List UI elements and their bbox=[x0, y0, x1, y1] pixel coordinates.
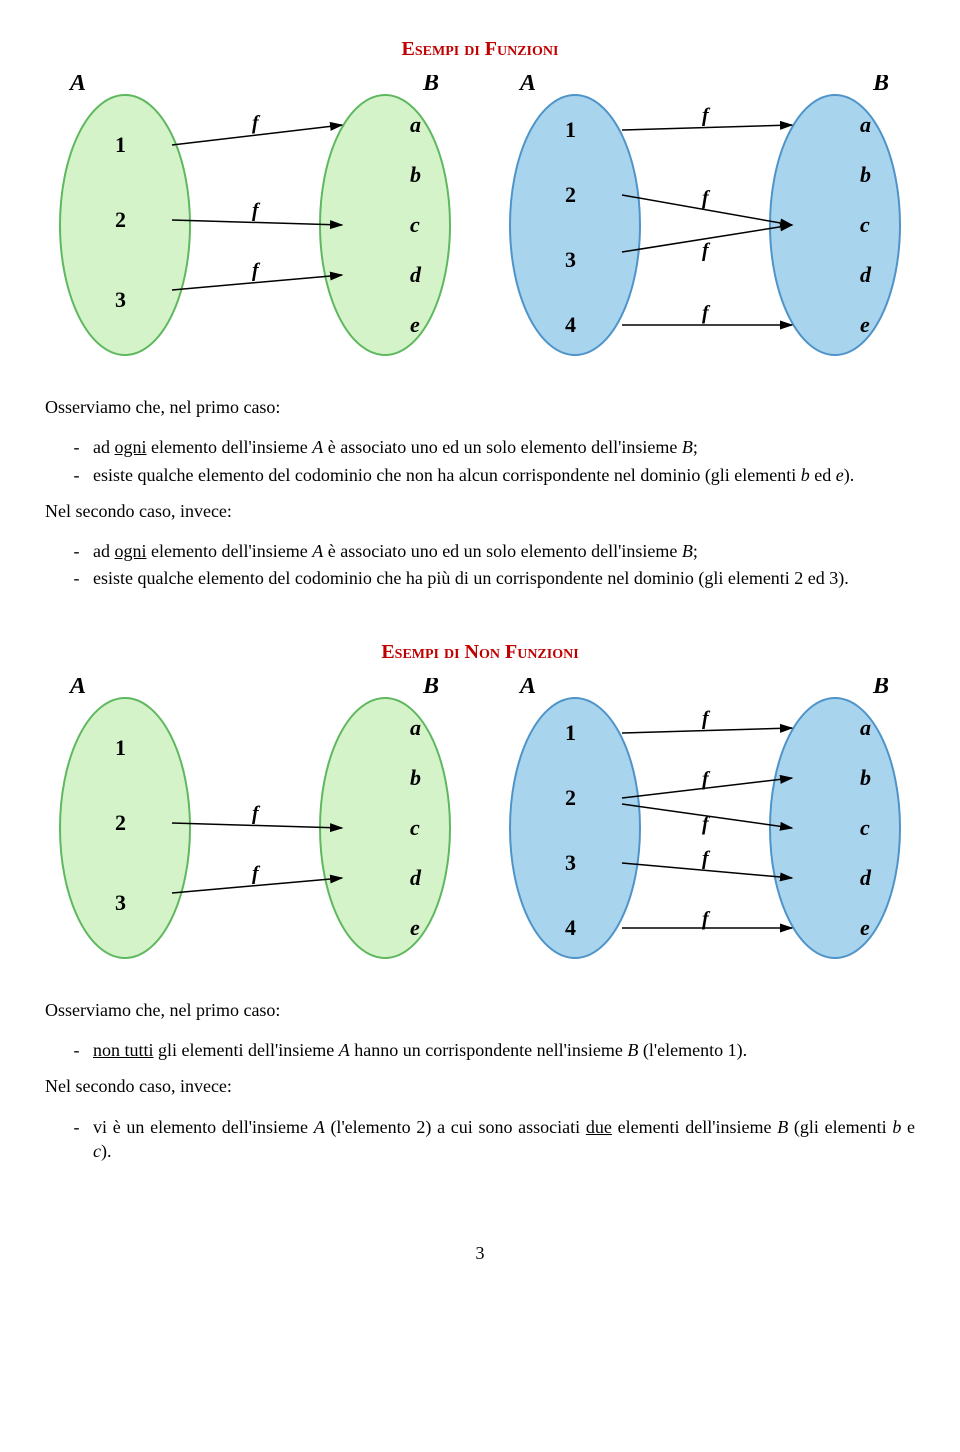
list-item: vi è un elemento dell'insieme A (l'eleme… bbox=[93, 1115, 915, 1164]
svg-text:a: a bbox=[860, 112, 871, 137]
svg-text:3: 3 bbox=[115, 890, 126, 915]
svg-text:1: 1 bbox=[565, 720, 576, 745]
svg-text:B: B bbox=[872, 75, 889, 96]
list-item: esiste qualche elemento del codominio ch… bbox=[93, 463, 915, 487]
svg-text:a: a bbox=[410, 715, 421, 740]
svg-text:d: d bbox=[860, 865, 872, 890]
svg-text:2: 2 bbox=[565, 182, 576, 207]
svg-text:b: b bbox=[410, 765, 421, 790]
svg-text:2: 2 bbox=[565, 785, 576, 810]
svg-text:c: c bbox=[410, 815, 420, 840]
svg-text:A: A bbox=[518, 678, 536, 699]
svg-text:B: B bbox=[422, 75, 439, 96]
observation-2-list: non tutti gli elementi dell'insieme A ha… bbox=[45, 1038, 915, 1062]
observation-1-intro: Osserviamo che, nel primo caso: bbox=[45, 395, 915, 419]
svg-text:f: f bbox=[702, 908, 711, 930]
svg-text:d: d bbox=[410, 262, 422, 287]
diagram-nonfunz-left: A B 1 2 3 abcde f f bbox=[45, 678, 465, 978]
svg-text:f: f bbox=[702, 240, 711, 262]
svg-text:2: 2 bbox=[115, 810, 126, 835]
svg-text:3: 3 bbox=[565, 247, 576, 272]
list-item: ad ogni elemento dell'insieme A è associ… bbox=[93, 435, 915, 459]
svg-text:A: A bbox=[68, 678, 86, 699]
svg-text:1: 1 bbox=[115, 132, 126, 157]
svg-text:f: f bbox=[702, 187, 711, 209]
svg-text:3: 3 bbox=[115, 287, 126, 312]
list-item: esiste qualche elemento del codominio ch… bbox=[93, 566, 915, 590]
page-number: 3 bbox=[45, 1243, 915, 1264]
svg-text:e: e bbox=[410, 312, 420, 337]
svg-text:1: 1 bbox=[565, 117, 576, 142]
svg-text:A: A bbox=[68, 75, 86, 96]
svg-text:1: 1 bbox=[115, 735, 126, 760]
svg-text:b: b bbox=[410, 162, 421, 187]
svg-text:f: f bbox=[252, 200, 261, 222]
observation-1-second-list: ad ogni elemento dell'insieme A è associ… bbox=[45, 539, 915, 591]
svg-text:e: e bbox=[410, 915, 420, 940]
svg-text:a: a bbox=[860, 715, 871, 740]
svg-text:f: f bbox=[252, 260, 261, 282]
svg-text:b: b bbox=[860, 162, 871, 187]
svg-text:e: e bbox=[860, 915, 870, 940]
svg-text:c: c bbox=[860, 815, 870, 840]
svg-text:f: f bbox=[702, 707, 711, 729]
section-title-nonfunzioni: Esempi di Non Funzioni bbox=[45, 641, 915, 664]
svg-text:c: c bbox=[410, 212, 420, 237]
observation-2-second-intro: Nel secondo caso, invece: bbox=[45, 1074, 915, 1098]
svg-text:f: f bbox=[702, 847, 711, 869]
observation-2-second-list: vi è un elemento dell'insieme A (l'eleme… bbox=[45, 1115, 915, 1164]
diagram-funz-left: A B 1 2 3 abcde f f f bbox=[45, 75, 465, 375]
section-title-funzioni: Esempi di Funzioni bbox=[45, 38, 915, 61]
svg-text:f: f bbox=[252, 802, 261, 824]
list-item: non tutti gli elementi dell'insieme A ha… bbox=[93, 1038, 915, 1062]
diagram-funz-right: A B 1 2 3 4 abcde f f f f bbox=[495, 75, 915, 375]
svg-text:A: A bbox=[518, 75, 536, 96]
svg-text:f: f bbox=[252, 862, 261, 884]
svg-text:B: B bbox=[422, 678, 439, 699]
svg-text:B: B bbox=[872, 678, 889, 699]
svg-text:4: 4 bbox=[565, 312, 576, 337]
list-item: ad ogni elemento dell'insieme A è associ… bbox=[93, 539, 915, 563]
svg-text:f: f bbox=[702, 768, 711, 790]
svg-text:d: d bbox=[410, 865, 422, 890]
svg-text:c: c bbox=[860, 212, 870, 237]
diagram-row-nonfunzioni: AB123abcdeff AB1234abcdefffff bbox=[45, 678, 915, 978]
svg-text:a: a bbox=[410, 112, 421, 137]
svg-text:f: f bbox=[252, 112, 261, 134]
svg-text:3: 3 bbox=[565, 850, 576, 875]
observation-1-second-intro: Nel secondo caso, invece: bbox=[45, 499, 915, 523]
diagram-row-funzioni: AB123abcdefff AB1234abcdeffff bbox=[45, 75, 915, 375]
svg-text:e: e bbox=[860, 312, 870, 337]
svg-text:b: b bbox=[860, 765, 871, 790]
svg-text:4: 4 bbox=[565, 915, 576, 940]
diagram-nonfunz-right: AB1234abcdefffff bbox=[495, 678, 915, 978]
svg-text:f: f bbox=[702, 105, 711, 127]
svg-text:2: 2 bbox=[115, 207, 126, 232]
observation-1-list: ad ogni elemento dell'insieme A è associ… bbox=[45, 435, 915, 487]
svg-text:f: f bbox=[702, 302, 711, 324]
svg-text:d: d bbox=[860, 262, 872, 287]
observation-2-intro: Osserviamo che, nel primo caso: bbox=[45, 998, 915, 1022]
